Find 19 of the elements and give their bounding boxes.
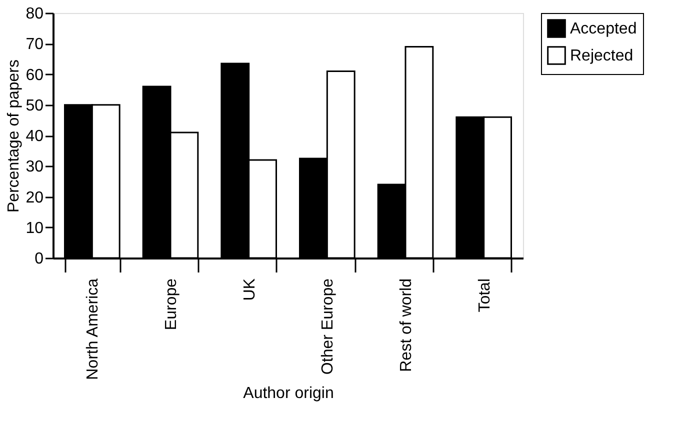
x-tick-label: Other Europe	[320, 278, 337, 375]
x-axis-title: Author origin	[243, 384, 334, 402]
y-tick-label: 50	[26, 97, 44, 114]
y-tick-label: 80	[26, 6, 44, 22]
legend-label: Accepted	[570, 20, 637, 38]
x-tick-label: UK	[241, 278, 258, 301]
y-tick-label: 40	[26, 128, 44, 145]
y-tick-label: 30	[26, 158, 44, 176]
y-tick-label: 60	[26, 66, 44, 84]
y-tick-label: 20	[26, 189, 44, 206]
y-tick-label: 70	[26, 36, 44, 54]
x-tick-label: Rest of world	[398, 278, 415, 372]
y-tick-label: 10	[26, 220, 44, 237]
x-tick-label: North America	[84, 278, 102, 380]
x-tick-label: Europe	[163, 278, 180, 330]
legend-label: Rejected	[570, 48, 634, 64]
x-tick-label: Total	[476, 278, 494, 312]
y-axis-title: Percentage of papers	[6, 60, 23, 212]
y-tick-label: 0	[34, 250, 44, 268]
